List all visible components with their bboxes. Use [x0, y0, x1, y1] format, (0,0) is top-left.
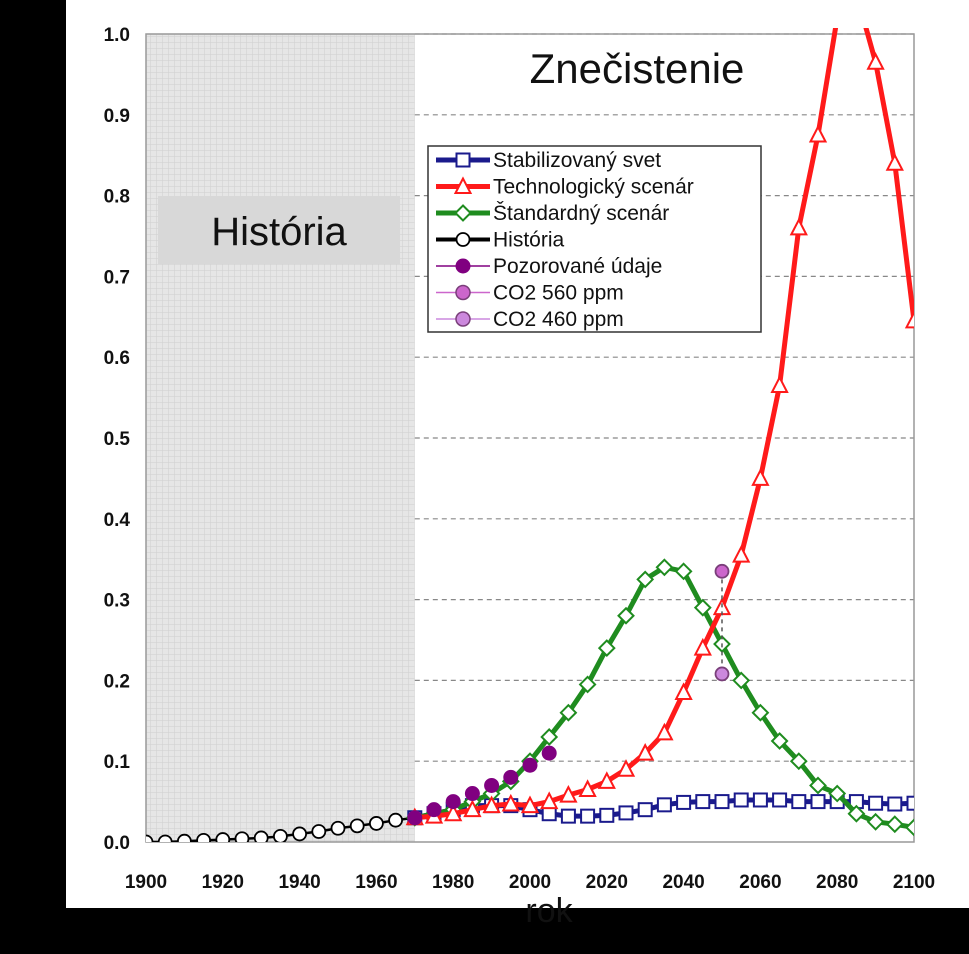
- data-point: [274, 830, 287, 843]
- data-point: [716, 795, 729, 808]
- data-point: [888, 798, 901, 811]
- data-point: [293, 827, 306, 840]
- legend: Stabilizovaný svet Technologický scenár Št…: [428, 146, 761, 332]
- y-tick-label: 0.1: [104, 752, 131, 773]
- data-point: [696, 795, 709, 808]
- data-point: [562, 810, 575, 823]
- data-point: [370, 817, 383, 830]
- y-tick-label: 0.3: [104, 591, 130, 612]
- y-tick-label: 0.6: [104, 348, 130, 369]
- y-tick-label: 0.2: [104, 671, 130, 692]
- x-tick-label: 2080: [816, 872, 858, 893]
- data-point: [457, 154, 470, 167]
- data-point: [456, 259, 470, 273]
- data-point: [581, 810, 594, 823]
- x-tick-label: 1940: [278, 872, 320, 893]
- data-point: [716, 667, 729, 680]
- y-tick-label: 0.8: [104, 187, 130, 208]
- data-point: [658, 798, 671, 811]
- series-6: [716, 667, 729, 680]
- y-tick-label: 0.9: [104, 106, 130, 127]
- data-point: [620, 806, 633, 819]
- data-point: [735, 793, 748, 806]
- data-point: [543, 807, 556, 820]
- data-point: [332, 822, 345, 835]
- data-point: [427, 803, 441, 817]
- legend-label: Stabilizovaný svet: [493, 149, 661, 172]
- data-point: [523, 758, 537, 772]
- x-tick-label: 2040: [662, 872, 704, 893]
- chart-title: Znečistenie: [530, 45, 745, 92]
- x-tick-label: 2060: [739, 872, 781, 893]
- data-point: [542, 746, 556, 760]
- data-point: [773, 793, 786, 806]
- y-tick-label: 0.4: [104, 510, 131, 531]
- data-point: [792, 795, 805, 808]
- history-region-label: História: [211, 210, 347, 254]
- data-point: [457, 233, 470, 246]
- x-tick-label: 1900: [125, 872, 167, 893]
- legend-label: Technologický scenár: [493, 176, 694, 199]
- data-point: [869, 797, 882, 810]
- data-point: [504, 770, 518, 784]
- x-tick-label: 2000: [509, 872, 551, 893]
- legend-marker: [456, 312, 470, 326]
- data-point: [600, 809, 613, 822]
- data-point: [716, 565, 729, 578]
- x-tick-label: 2100: [893, 872, 935, 893]
- x-tick-label: 1920: [202, 872, 244, 893]
- data-point: [312, 825, 325, 838]
- series-5: [716, 565, 729, 578]
- legend-label: Pozorované údaje: [493, 255, 662, 278]
- data-point: [485, 778, 499, 792]
- y-tick-label: 0.5: [104, 429, 131, 450]
- data-point: [351, 819, 364, 832]
- x-axis-label: rok: [525, 892, 573, 930]
- data-point: [812, 795, 825, 808]
- data-point: [677, 796, 690, 809]
- y-tick-label: 0.7: [104, 267, 130, 288]
- y-tick-label: 1.0: [104, 25, 130, 46]
- y-tick-label: 0.0: [104, 833, 130, 854]
- legend-label: Štandardný scenár: [493, 202, 669, 225]
- data-point: [446, 795, 460, 809]
- data-point: [389, 814, 402, 827]
- legend-label: CO2 460 ppm: [493, 308, 624, 331]
- data-point: [408, 811, 422, 825]
- data-point: [754, 793, 767, 806]
- data-point: [465, 787, 479, 801]
- legend-marker: [456, 286, 470, 300]
- legend-label: História: [493, 229, 565, 252]
- x-tick-label: 2020: [586, 872, 628, 893]
- legend-label: CO2 560 ppm: [493, 282, 624, 305]
- x-tick-label: 1980: [432, 872, 474, 893]
- history-shaded-region: [146, 34, 415, 842]
- data-point: [639, 803, 652, 816]
- x-tick-label: 1960: [355, 872, 397, 893]
